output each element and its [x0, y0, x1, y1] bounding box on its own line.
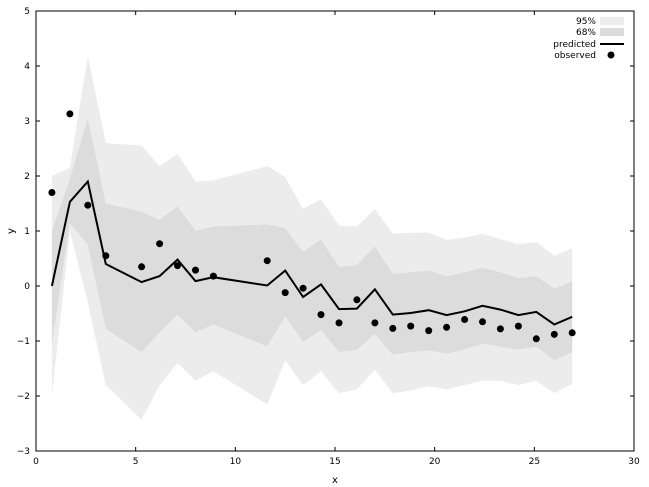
- y-tick-label: −1: [17, 337, 30, 347]
- observed-point: [532, 335, 540, 343]
- y-tick-label: −3: [17, 447, 30, 457]
- y-tick-label: 3: [24, 117, 30, 127]
- legend-label-observed: observed: [554, 51, 596, 61]
- y-tick-label: −2: [17, 392, 30, 402]
- observed-point: [496, 325, 504, 333]
- legend: 95% 68% predicted observed: [553, 17, 624, 61]
- y-tick-label: 4: [24, 62, 30, 72]
- observed-point: [335, 319, 343, 327]
- x-tick-label: 5: [133, 457, 139, 467]
- y-axis-ticks: −3 −2 −1 0 1 2 3 4 5: [17, 7, 634, 457]
- x-tick-label: 25: [529, 457, 540, 467]
- y-tick-label: 0: [24, 282, 30, 292]
- observed-point: [156, 240, 164, 248]
- observed-point: [389, 324, 397, 332]
- observed-point: [138, 263, 146, 271]
- y-tick-label: 2: [24, 172, 30, 182]
- observed-point: [550, 330, 558, 338]
- observed-point: [371, 319, 379, 327]
- observed-point: [317, 311, 325, 319]
- legend-swatch-95: [600, 17, 624, 25]
- observed-point: [299, 284, 307, 292]
- band-68: [51, 118, 573, 361]
- confidence-bands: [51, 56, 573, 420]
- legend-swatch-68: [600, 28, 624, 36]
- legend-label-95: 95%: [576, 17, 596, 27]
- observed-point: [209, 272, 217, 280]
- observed-point: [174, 262, 181, 270]
- predicted-line: [50, 179, 573, 326]
- x-tick-label: 20: [429, 457, 441, 467]
- legend-label-68: 68%: [576, 28, 596, 38]
- observed-point: [425, 327, 433, 335]
- observed-point: [66, 110, 74, 118]
- legend-swatch-observed: [607, 51, 615, 59]
- y-tick-label: 1: [24, 227, 30, 237]
- observed-point: [407, 322, 415, 330]
- x-tick-label: 0: [33, 457, 39, 467]
- observed-point: [514, 322, 522, 330]
- observed-point: [479, 318, 486, 326]
- observed-points-group: [48, 110, 576, 343]
- observed-point: [48, 189, 56, 196]
- observed-point: [443, 323, 451, 331]
- observed-point: [102, 252, 110, 260]
- observed-point: [263, 257, 271, 265]
- x-tick-label: 15: [329, 457, 340, 467]
- legend-label-predicted: predicted: [553, 40, 596, 50]
- observed-point: [461, 316, 469, 323]
- y-axis-label: y: [6, 228, 17, 234]
- x-axis-label: x: [332, 475, 338, 486]
- x-axis-ticks: 0 5 10 15 20 25 30: [33, 11, 640, 467]
- observed-point: [192, 266, 199, 274]
- observed-point: [568, 329, 576, 337]
- observed-point: [353, 296, 361, 304]
- x-tick-label: 30: [628, 457, 640, 467]
- y-tick-label: 5: [24, 7, 30, 17]
- x-tick-label: 10: [230, 457, 242, 467]
- observed-point: [84, 201, 92, 209]
- observed-point: [281, 289, 289, 297]
- predicted-line-group: [50, 179, 573, 326]
